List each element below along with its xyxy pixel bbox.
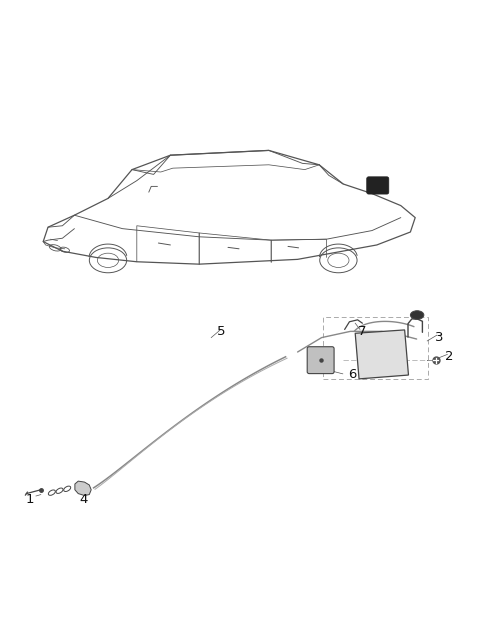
- Ellipse shape: [410, 311, 424, 319]
- Text: 5: 5: [216, 325, 225, 338]
- Text: 6: 6: [348, 368, 357, 381]
- Bar: [323, 317, 428, 379]
- FancyBboxPatch shape: [367, 177, 389, 194]
- Text: 2: 2: [444, 350, 453, 363]
- Polygon shape: [355, 330, 408, 379]
- Text: 1: 1: [25, 493, 34, 506]
- FancyBboxPatch shape: [307, 347, 334, 374]
- Text: 3: 3: [435, 331, 444, 344]
- Text: 4: 4: [80, 493, 88, 506]
- Text: 7: 7: [358, 325, 367, 338]
- Polygon shape: [75, 481, 91, 495]
